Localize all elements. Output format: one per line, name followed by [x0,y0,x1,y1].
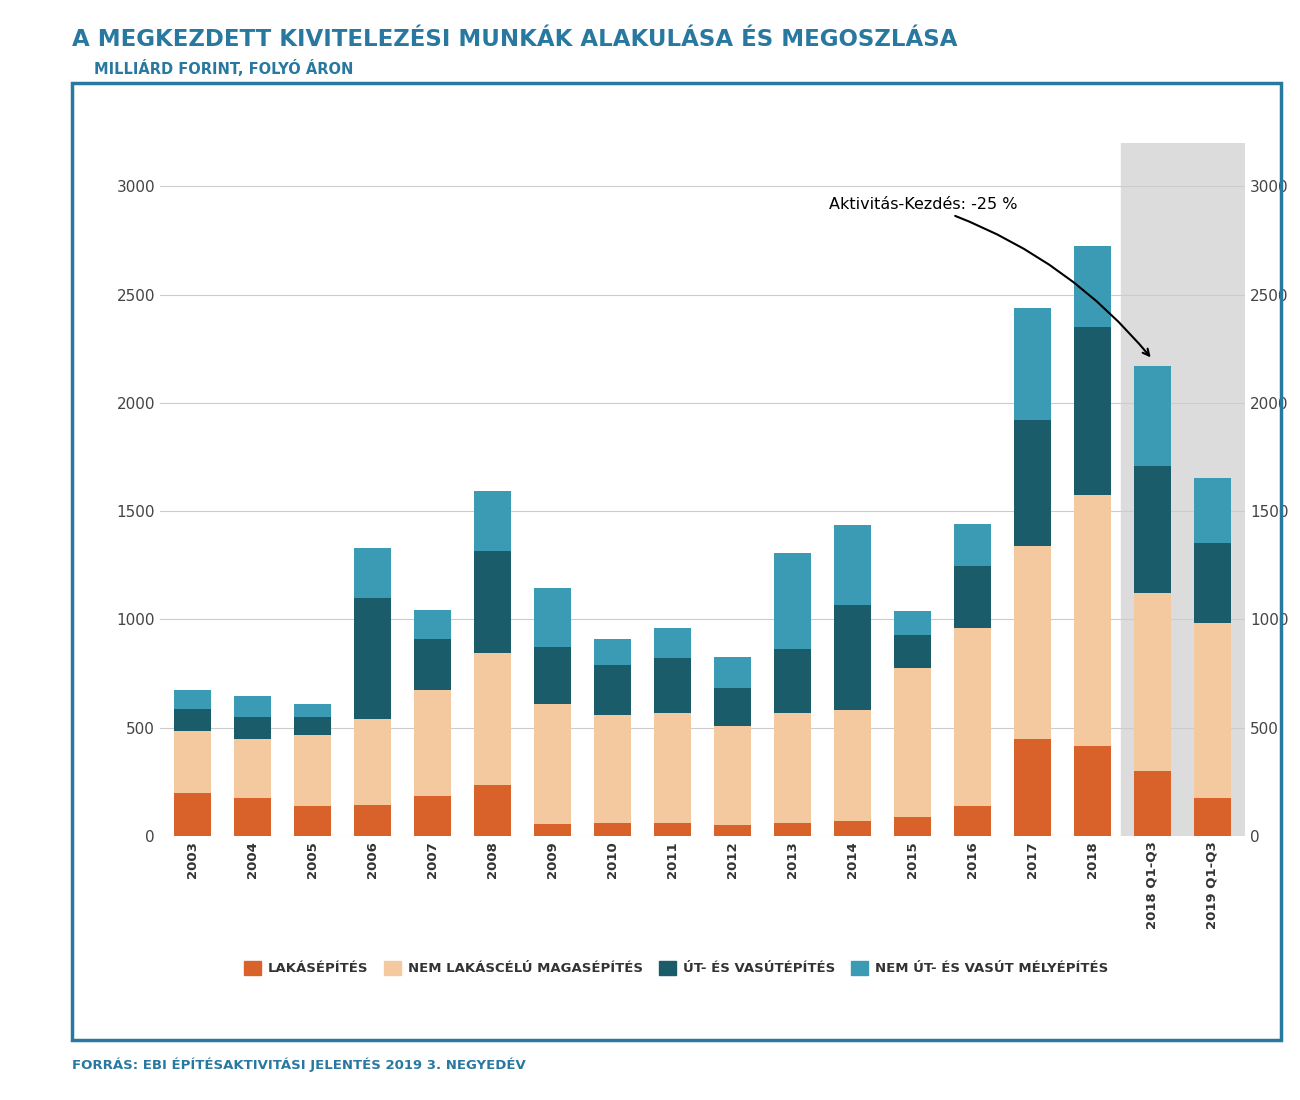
Bar [954,525,991,566]
Bar [1074,746,1112,836]
Bar [835,711,871,821]
Bar [594,664,632,715]
Bar [894,610,931,635]
Bar [774,649,811,713]
Bar [1014,308,1052,420]
Bar [1074,495,1112,746]
Bar [894,635,931,668]
Bar [1134,366,1171,465]
Bar [415,609,451,639]
Bar [835,821,871,836]
Bar [1193,477,1231,542]
Bar [654,628,692,659]
Text: Aktivitás-Kezdés: -25 %: Aktivitás-Kezdés: -25 % [828,197,1149,355]
Bar [174,710,212,732]
Bar [1134,594,1171,771]
Bar [654,823,692,836]
Bar [654,659,692,713]
Bar [234,717,272,738]
Bar [354,548,391,597]
Bar [1134,465,1171,594]
Bar [534,824,571,836]
Text: A MEGKEZDETT KIVITELEZÉSI MUNKÁK ALAKULÁSA ÉS MEGOSZLÁSA: A MEGKEZDETT KIVITELEZÉSI MUNKÁK ALAKULÁ… [72,28,957,51]
Bar [534,704,571,824]
Bar [474,551,511,653]
Bar [594,639,632,664]
Bar [174,732,212,793]
Bar [1193,542,1231,623]
Bar [714,688,751,726]
Bar [1122,143,1244,836]
Legend: LAKÁSÉPÍTÉS, NEM LAKÁSCÉLÚ MAGASÉPÍTÉS, ÚT- ÉS VASÚTÉPÍTÉS, NEM ÚT- ÉS VASÚT MÉL: LAKÁSÉPÍTÉS, NEM LAKÁSCÉLÚ MAGASÉPÍTÉS, … [239,956,1113,980]
Bar [1074,327,1112,495]
Bar [894,668,931,816]
Bar [294,735,332,805]
Bar [1193,623,1231,799]
Text: FORRÁS: EBI ÉPÍTÉSAKTIVITÁSI JELENTÉS 2019 3. NEGYEDÉV: FORRÁS: EBI ÉPÍTÉSAKTIVITÁSI JELENTÉS 20… [72,1058,525,1072]
Bar [1014,420,1052,546]
Bar [415,690,451,796]
Bar [415,639,451,690]
Bar [234,738,272,799]
Bar [954,566,991,628]
Bar [714,658,751,688]
Bar [474,785,511,836]
Bar [1074,246,1112,327]
Bar [1014,546,1052,738]
Bar [954,805,991,836]
Text: MILLIÁRD FORINT, FOLYÓ ÁRON: MILLIÁRD FORINT, FOLYÓ ÁRON [94,60,354,77]
Bar [714,825,751,836]
Bar [654,713,692,823]
Bar [234,696,272,717]
Bar [354,719,391,804]
Bar [474,653,511,785]
Bar [294,717,332,735]
Bar [1193,799,1231,836]
Bar [294,805,332,836]
Bar [354,804,391,836]
Bar [594,823,632,836]
Bar [415,796,451,836]
Bar [174,793,212,836]
Bar [534,647,571,704]
Bar [234,799,272,836]
Bar [835,525,871,605]
Bar [954,628,991,805]
Bar [1014,738,1052,836]
Bar [294,704,332,717]
Bar [594,715,632,823]
Bar [354,597,391,719]
Bar [774,823,811,836]
Bar [174,690,212,710]
Bar [835,605,871,711]
Bar [894,816,931,836]
Bar [774,553,811,649]
Bar [714,726,751,825]
Bar [474,491,511,551]
Bar [1134,771,1171,836]
Bar [534,588,571,647]
Bar [774,713,811,823]
